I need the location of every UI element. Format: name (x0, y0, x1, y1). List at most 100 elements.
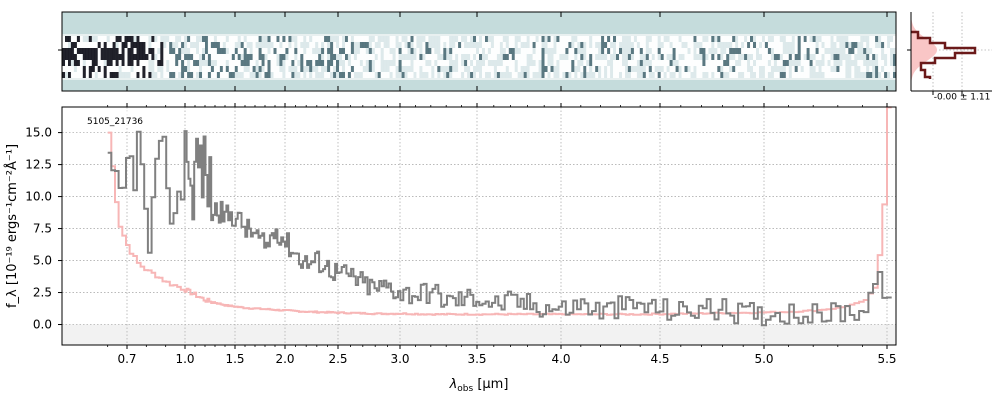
spectrum-2d-pixel (294, 42, 298, 48)
spectrum-2d-pixel (288, 54, 292, 60)
spectrum-2d-pixel (845, 60, 849, 66)
spectrum-2d-pixel (377, 72, 381, 78)
spectrum-2d-pixel (431, 72, 435, 78)
spectrum-2d-pixel (267, 60, 271, 66)
spectrum-2d-pixel (184, 60, 188, 66)
spectrum-2d-pixel (496, 42, 501, 48)
spectrum-2d-pixel (541, 72, 545, 78)
spectrum-2d-pixel (258, 60, 262, 66)
spectrum-2d-pixel (619, 66, 623, 72)
spectrum-2d-pixel (428, 36, 432, 42)
spectrum-2d-pixel (407, 54, 411, 60)
spectrum-2d-pixel (374, 42, 378, 48)
spectrum-2d-pixel (261, 42, 265, 48)
spectrum-2d-pixel (753, 42, 757, 48)
spectrum-2d-pixel (449, 48, 453, 54)
spectrum-2d-pixel (234, 48, 238, 54)
spectrum-2d-pixel (633, 60, 638, 66)
spectrum-2d-pixel (258, 42, 262, 48)
spectrum-2d-pixel (255, 48, 259, 54)
spectrum-2d-pixel (773, 42, 778, 48)
spectrum-2d-pixel (890, 60, 894, 66)
spectrum-2d-pixel (124, 36, 128, 42)
spectrum-2d-pixel (702, 72, 706, 78)
spectrum-2d-pixel (622, 60, 626, 66)
spectrum-2d-pixel (306, 42, 310, 48)
spectrum-2d-pixel (544, 42, 548, 48)
spectrum-2d-pixel (785, 72, 789, 78)
spectrum-2d-pixel (395, 48, 399, 54)
spectrum-2d-pixel (333, 36, 337, 42)
spectrum-2d-pixel (68, 72, 72, 78)
spectrum-2d-pixel (592, 36, 596, 42)
spectrum-2d-pixel (416, 60, 420, 66)
spectrum-2d-pixel (806, 42, 810, 48)
spectrum-2d-pixel (776, 42, 781, 48)
spectrum-2d-pixel (175, 72, 179, 78)
spectrum-2d-pixel (115, 72, 119, 78)
spectrum-2d-pixel (404, 48, 408, 54)
spectrum-2d-pixel (678, 60, 682, 66)
spectrum-2d-pixel (639, 60, 643, 66)
spectrum-2d-pixel (392, 48, 396, 54)
spectrum-2d-pixel (333, 54, 337, 60)
spectrum-2d-pixel (145, 54, 149, 60)
spectrum-2d-pixel (383, 48, 387, 54)
spectrum-2d-pixel (294, 60, 298, 66)
spectrum-2d-pixel (65, 42, 69, 48)
spectrum-2d-pixel (219, 60, 224, 66)
spectrum-2d-pixel (607, 54, 611, 60)
spectrum-2d-pixel (884, 72, 888, 78)
spectrum-2d-pixel (205, 42, 209, 48)
spectrum-2d-pixel (812, 42, 816, 48)
spectrum-2d-pixel (705, 48, 709, 54)
spectrum-2d-pixel (496, 54, 501, 60)
spectrum-2d-pixel (487, 54, 492, 60)
spectrum-2d-pixel (756, 36, 760, 42)
spectrum-2d-pixel (398, 60, 402, 66)
spectrum-2d-pixel (237, 72, 241, 78)
spectrum-2d-pixel (368, 42, 372, 48)
spectrum-2d-pixel (389, 42, 393, 48)
spectrum-2d-pixel (279, 42, 283, 48)
spectrum-2d-pixel (717, 48, 721, 54)
spectrum-2d-pixel (487, 72, 492, 78)
spectrum-2d-pixel (574, 72, 578, 78)
spectrum-2d-pixel (592, 66, 596, 72)
x-tick-label: 4.5 (650, 352, 669, 366)
spectrum-2d-pixel (580, 66, 584, 72)
spectrum-2d-pixel (330, 48, 334, 54)
spectrum-2d-pixel (133, 54, 137, 60)
spectrum-2d-pixel (726, 66, 730, 72)
spectrum-2d-pixel (869, 72, 873, 78)
spectrum-2d-pixel (359, 72, 364, 78)
spectrum-2d-pixel (529, 60, 533, 66)
spectrum-2d-pixel (70, 66, 75, 72)
spectrum-2d-pixel (720, 48, 724, 54)
spectrum-2d-pixel (467, 36, 471, 42)
spectrum-2d-pixel (339, 60, 343, 66)
spectrum-2d-pixel (627, 42, 632, 48)
spectrum-2d-pixel (100, 66, 104, 72)
spectrum-2d-pixel (854, 60, 858, 66)
spectrum-2d-pixel (199, 66, 203, 72)
spectrum-2d-pixel (321, 42, 325, 48)
spectrum-2d-pixel (166, 42, 170, 48)
spectrum-2d-pixel (762, 60, 766, 66)
spectrum-2d-pixel (648, 60, 652, 66)
spectrum-2d-pixel (627, 36, 632, 42)
spectrum-2d-pixel (196, 72, 200, 78)
spectrum-2d-pixel (148, 66, 152, 72)
spectrum-2d-pixel (172, 48, 176, 54)
spectrum-2d-pixel (595, 36, 599, 42)
spectrum-2d-pixel (124, 72, 128, 78)
spectrum-2d-pixel (791, 66, 795, 72)
spectrum-2d-pixel (428, 66, 432, 72)
spectrum-2d-pixel (306, 72, 310, 78)
spectrum-2d-pixel (184, 42, 188, 48)
spectrum-2d-pixel (482, 72, 486, 78)
spectrum-2d-pixel (380, 60, 384, 66)
spectrum-2d-pixel (383, 36, 387, 42)
spectrum-2d-pixel (568, 48, 572, 54)
spectrum-2d-pixel (461, 60, 465, 66)
